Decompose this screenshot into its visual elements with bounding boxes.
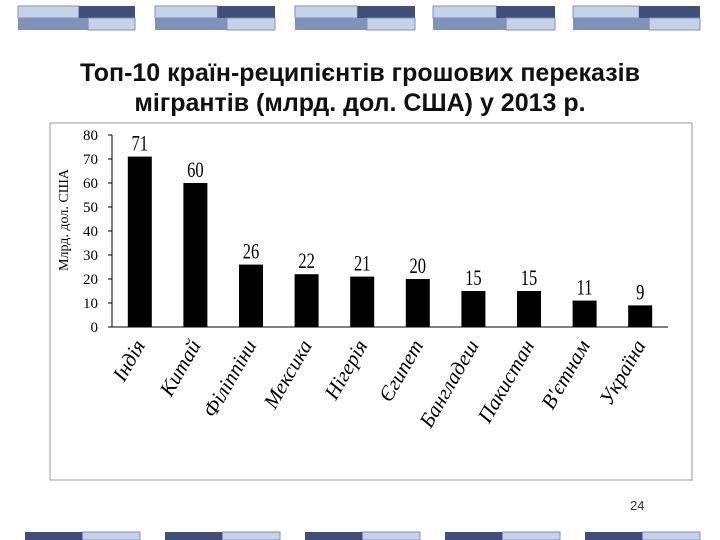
data-label: 26 xyxy=(243,240,260,264)
bar xyxy=(350,276,375,327)
bar xyxy=(127,156,152,327)
y-tick-label: 40 xyxy=(83,224,98,240)
category-label: Китай xyxy=(154,335,206,401)
category-label: Нігерія xyxy=(319,336,373,405)
data-label: 21 xyxy=(354,252,370,276)
deco-segment xyxy=(642,531,701,540)
y-tick-label: 60 xyxy=(83,176,98,192)
top-decorative-band xyxy=(17,5,701,31)
bar xyxy=(294,274,319,327)
category-label: Індія xyxy=(107,336,150,387)
deco-segment xyxy=(585,532,643,540)
y-tick-label: 20 xyxy=(83,272,98,288)
deco-segment xyxy=(25,532,83,540)
category-label: Єгипет xyxy=(374,336,429,406)
deco-segment xyxy=(502,531,561,540)
data-label: 15 xyxy=(465,267,481,291)
bar xyxy=(628,305,653,327)
y-tick-label: 50 xyxy=(83,200,98,216)
deco-segment xyxy=(222,531,281,540)
bar xyxy=(517,291,541,327)
data-label: 71 xyxy=(132,132,148,156)
data-label: 15 xyxy=(521,267,537,291)
data-label: 60 xyxy=(187,159,203,183)
deco-segment xyxy=(362,531,421,540)
y-axis-title: Млрд. дол. США xyxy=(57,168,72,271)
chart-title: Топ-10 країн-реципієнтів грошових перека… xyxy=(80,59,640,117)
category-label: Україна xyxy=(594,336,650,410)
deco-segment xyxy=(165,532,223,540)
deco-segment xyxy=(432,5,556,31)
y-tick-label: 0 xyxy=(91,320,99,336)
chart-frame xyxy=(49,122,693,481)
y-tick-label: 10 xyxy=(83,296,98,312)
bar xyxy=(461,291,486,327)
data-label: 22 xyxy=(298,250,314,274)
bar xyxy=(183,183,208,327)
category-label: Філіппіни xyxy=(198,336,262,422)
deco-segment xyxy=(572,5,701,31)
y-tick-label: 30 xyxy=(83,248,98,264)
category-label: Мексика xyxy=(258,336,317,414)
y-tick-label: 80 xyxy=(83,128,98,144)
page-number: 24 xyxy=(630,498,645,513)
bottom-decorative-band xyxy=(25,531,701,540)
deco-segment xyxy=(82,531,141,540)
deco-segment xyxy=(294,5,416,31)
deco-segment xyxy=(154,5,276,31)
data-label: 20 xyxy=(410,255,426,279)
bar xyxy=(572,300,597,327)
bar xyxy=(405,279,430,327)
category-label: В'єтнам xyxy=(536,336,595,414)
deco-segment xyxy=(17,5,136,31)
deco-segment xyxy=(445,532,503,540)
data-label: 11 xyxy=(577,276,593,300)
y-tick-label: 70 xyxy=(83,152,98,168)
deco-segment xyxy=(305,532,363,540)
bar xyxy=(239,264,263,327)
data-label: 9 xyxy=(636,281,644,305)
